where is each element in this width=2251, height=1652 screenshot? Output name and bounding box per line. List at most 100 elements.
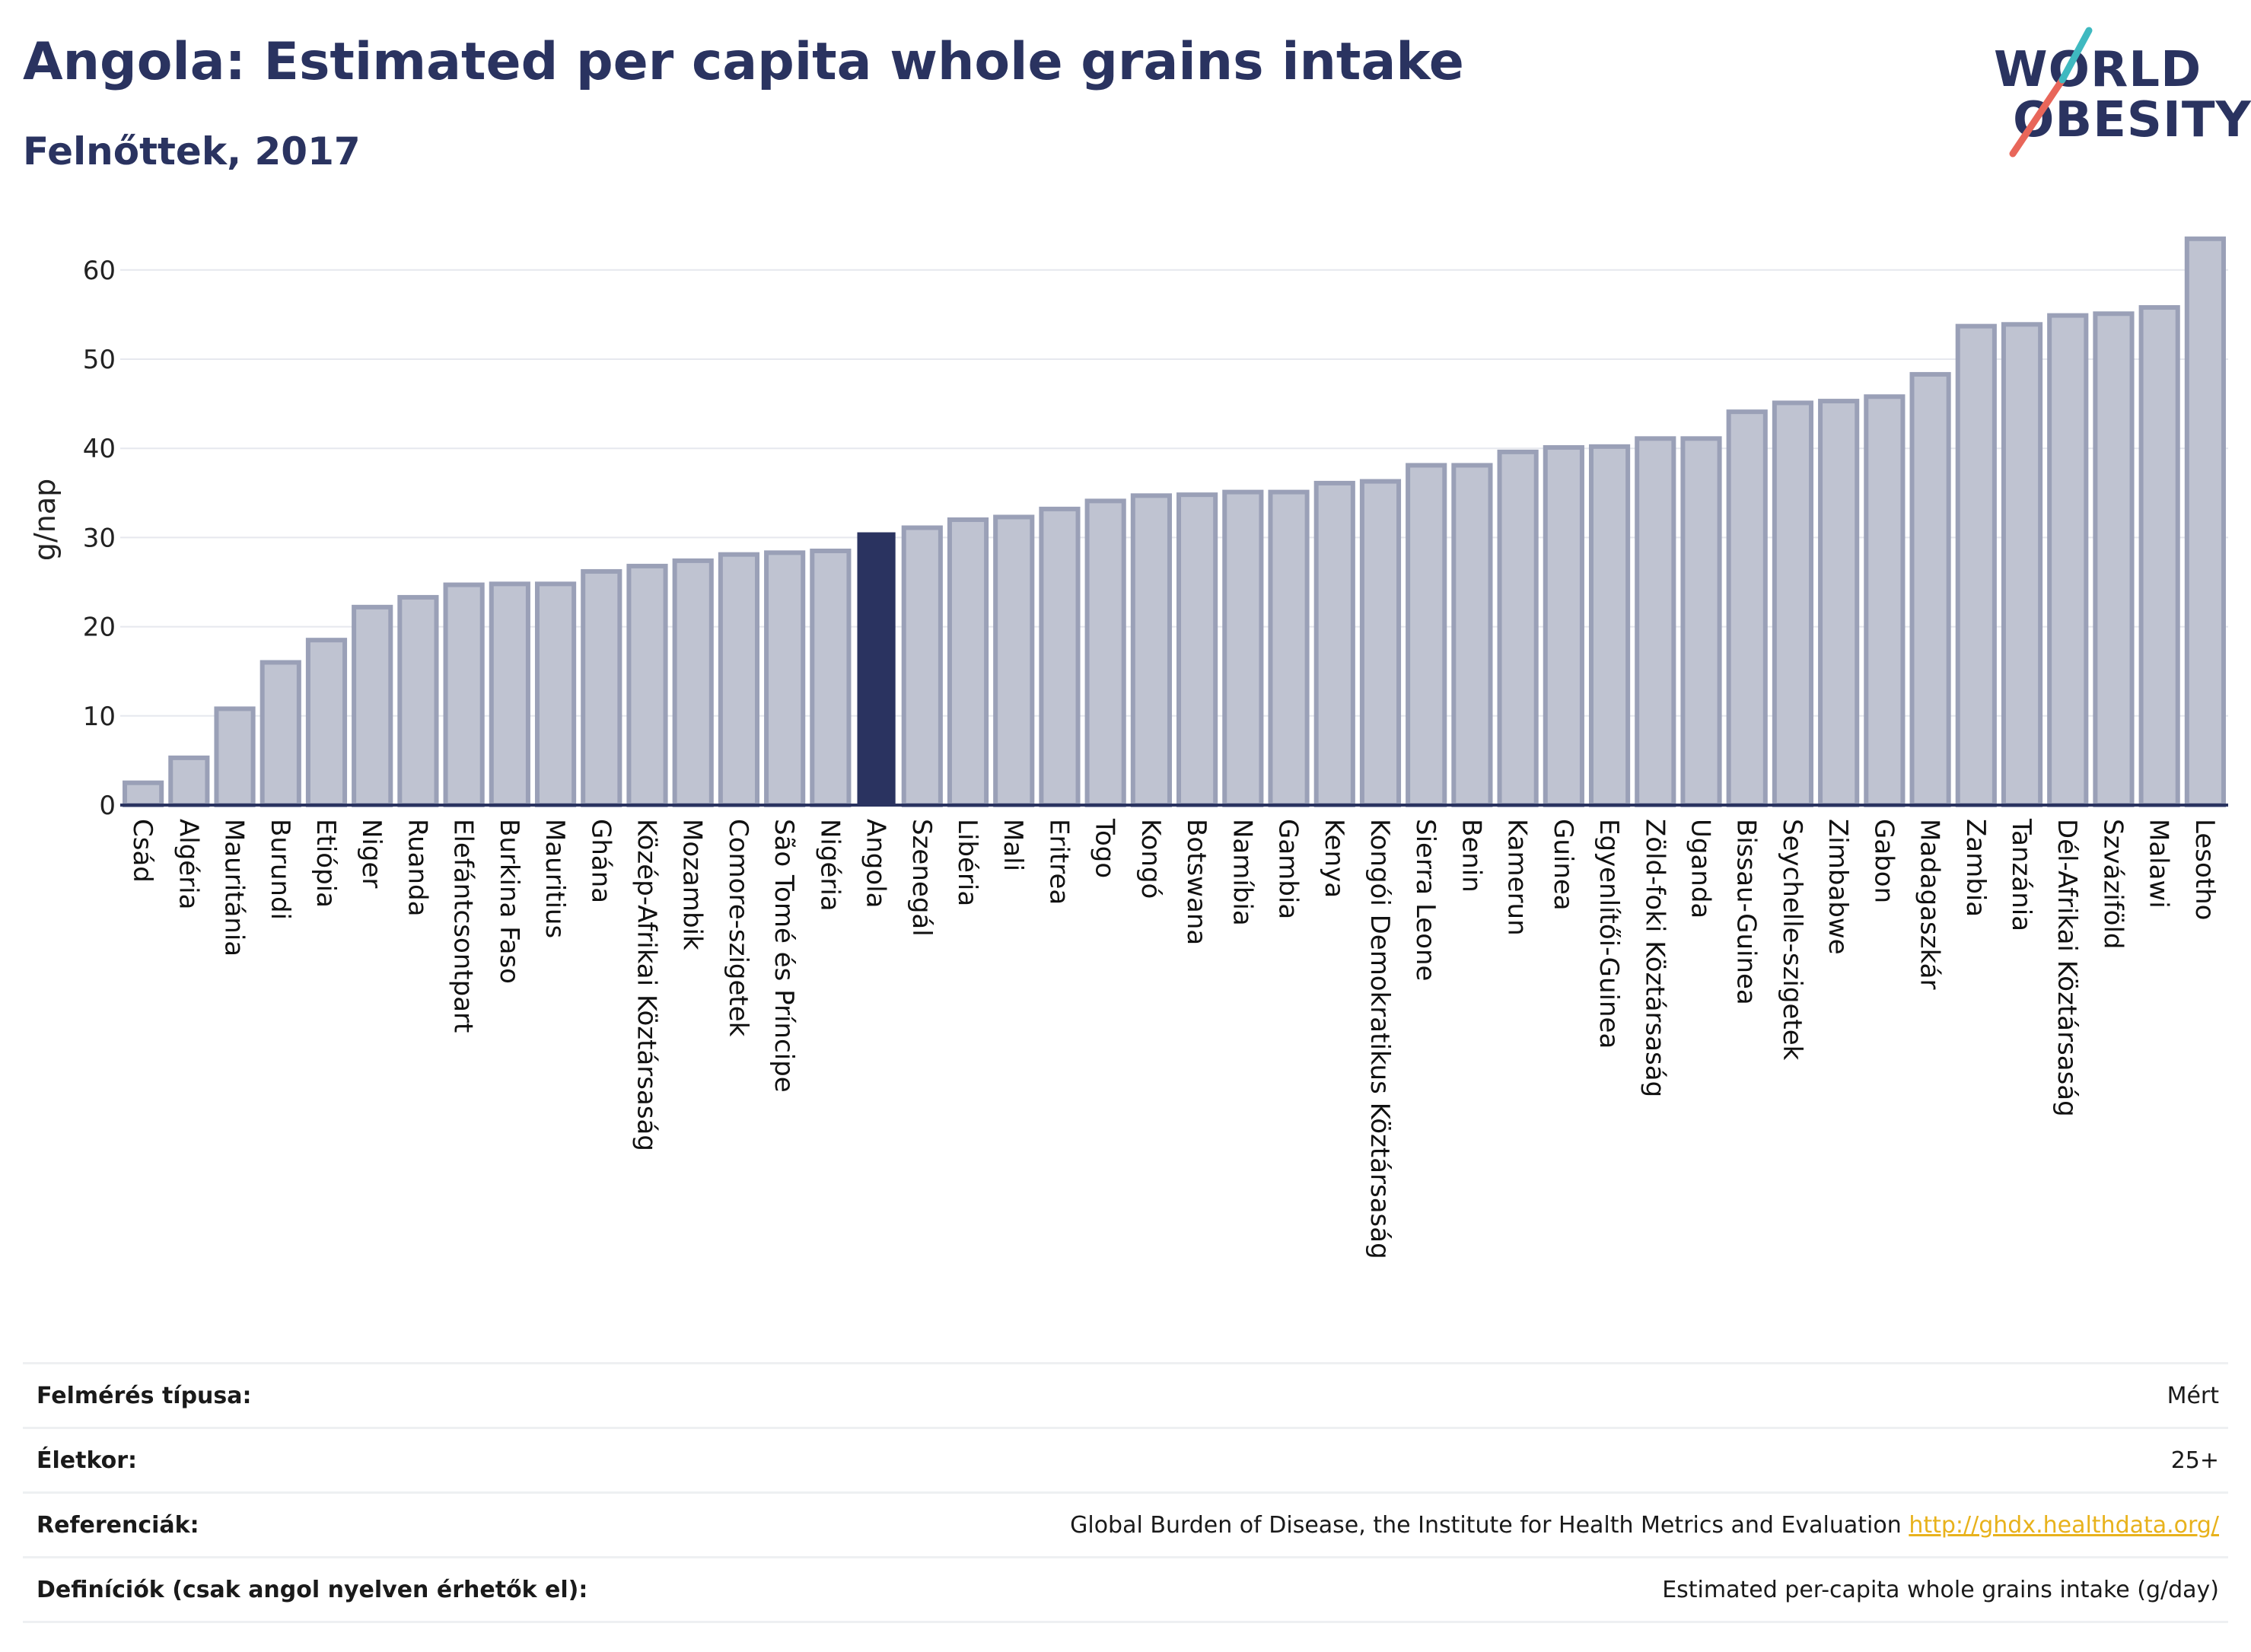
- bar-kong-[interactable]: [1130, 493, 1172, 807]
- x-tick-label: Mali: [998, 819, 1028, 871]
- logo-line2: OBESITY: [2013, 92, 2251, 148]
- bar-botswana[interactable]: [1176, 492, 1218, 807]
- bar-egyenl-t-i-guinea[interactable]: [1588, 444, 1631, 807]
- x-tick-label: Ruanda: [402, 819, 432, 916]
- bar-comore-szigetek[interactable]: [718, 552, 760, 807]
- y-tick-label: 40: [83, 434, 116, 464]
- bar-kamerun[interactable]: [1497, 449, 1539, 807]
- bar-gabon[interactable]: [1864, 394, 1906, 807]
- bar-szv-zif-ld[interactable]: [2093, 311, 2135, 807]
- x-tick-label: Burkina Faso: [494, 819, 524, 984]
- x-tick-label: Nigéria: [814, 819, 845, 912]
- logo-slash-icon: [2009, 27, 2093, 158]
- bar-maurit-nia[interactable]: [214, 706, 256, 808]
- x-tick-label: Angola: [861, 819, 891, 908]
- bar-zimbabwe[interactable]: [1818, 399, 1860, 808]
- category-labels: Csád Algéria Mauritánia Burundi Etiópia Niger…: [127, 818, 2220, 1259]
- info-value: Estimated per-capita whole grains intake…: [1662, 1577, 2219, 1603]
- bar-gambia[interactable]: [1268, 489, 1310, 807]
- info-table: Felmérés típusa: Mért Életkor: 25+ Refer…: [23, 1362, 2228, 1623]
- x-tick-label: Mauritius: [540, 819, 570, 938]
- x-tick-label: Zöld-foki Köztársaság: [1639, 819, 1670, 1097]
- info-label: Életkor:: [37, 1447, 138, 1474]
- x-tick-label: Gambia: [1273, 819, 1304, 919]
- x-tick-label: Kongói Demokratikus Köztársaság: [1364, 819, 1395, 1259]
- x-tick-label: Libéria: [952, 819, 982, 906]
- bar-guinea[interactable]: [1543, 445, 1584, 807]
- bar-nig-ria[interactable]: [810, 548, 852, 807]
- y-tick-label: 30: [83, 523, 116, 553]
- logo-line1: WORLD: [1994, 42, 2202, 98]
- x-tick-label: Uganda: [1686, 819, 1716, 918]
- bar-k-z-p-afrikai-k-zt-rsas-g[interactable]: [626, 563, 668, 807]
- bar-tanz-nia[interactable]: [2001, 322, 2043, 808]
- info-row-age: Életkor: 25+: [23, 1427, 2228, 1491]
- bar-niger[interactable]: [352, 604, 393, 807]
- x-tick-label: Zimbabwe: [1823, 819, 1853, 955]
- bar-mali[interactable]: [993, 514, 1035, 807]
- bar-zambia[interactable]: [1955, 323, 1997, 808]
- x-tick-label: Közép-Afrikai Köztársaság: [632, 819, 662, 1151]
- x-tick-label: Elefántcsontpart: [448, 819, 479, 1033]
- x-tick-label: Malawi: [2144, 819, 2174, 909]
- x-tick-label: Eritrea: [1043, 819, 1074, 905]
- bar-nam-bia[interactable]: [1222, 489, 1264, 807]
- world-obesity-logo: WORLD OBESITY: [1979, 23, 2251, 167]
- bar-lib-ria[interactable]: [947, 517, 989, 807]
- bar-kong-i-demokratikus-k-zt-rsas-g[interactable]: [1359, 479, 1402, 807]
- bar-lesotho[interactable]: [2184, 236, 2226, 807]
- x-tick-label: Niger: [356, 819, 387, 888]
- x-tick-label: Szenegál: [906, 819, 937, 937]
- x-tick-label: Dél-Afrikai Köztársaság: [2052, 819, 2082, 1117]
- bar-malawi[interactable]: [2138, 305, 2180, 808]
- bar-eritrea[interactable]: [1039, 506, 1081, 807]
- x-tick-label: Mauritánia: [219, 819, 250, 957]
- bar-seychelle-szigetek[interactable]: [1772, 400, 1814, 808]
- bar-madagaszk-r[interactable]: [1909, 371, 1951, 807]
- info-value: 25+: [2170, 1447, 2219, 1474]
- x-tick-label: Togo: [1090, 818, 1120, 878]
- bar-d-l-afrikai-k-zt-rsas-g[interactable]: [2047, 313, 2089, 807]
- bar-eti-pia[interactable]: [305, 638, 348, 807]
- x-tick-label: Csád: [127, 819, 158, 883]
- bars: [123, 236, 2226, 808]
- x-tick-label: Madagaszkár: [1915, 819, 1945, 989]
- bar-alg-ria[interactable]: [168, 755, 210, 807]
- bar-uganda[interactable]: [1680, 436, 1722, 807]
- bar-angola[interactable]: [857, 532, 896, 806]
- x-tick-label: Kongó: [1135, 819, 1166, 899]
- x-tick-label: Algéria: [173, 819, 203, 909]
- y-axis-label: g/nap: [28, 479, 62, 561]
- bar-ruanda[interactable]: [397, 594, 439, 807]
- bar-kenya[interactable]: [1313, 480, 1355, 807]
- y-tick-label: 20: [83, 613, 116, 643]
- bar-mauritius[interactable]: [534, 581, 577, 807]
- bar-cs-d[interactable]: [123, 780, 164, 808]
- bar-togo[interactable]: [1084, 498, 1126, 807]
- x-tick-label: Comore-szigetek: [723, 819, 753, 1037]
- reference-text: Global Burden of Disease, the Institute …: [1070, 1512, 1902, 1539]
- x-tick-label: Guinea: [1548, 819, 1578, 911]
- bar-burkina-faso[interactable]: [489, 581, 530, 807]
- y-tick-label: 10: [83, 702, 116, 732]
- bar-z-ld-foki-k-zt-rsas-g[interactable]: [1635, 436, 1676, 807]
- y-tick-label: 60: [83, 256, 116, 286]
- bar-benin[interactable]: [1451, 463, 1493, 807]
- axes: 0 10 20 30 40 50 60 g/nap: [28, 256, 2228, 821]
- x-tick-label: Bissau-Guinea: [1731, 819, 1762, 1005]
- y-tick-label: 50: [83, 345, 116, 375]
- reference-link[interactable]: http://ghdx.healthdata.org/: [1909, 1512, 2219, 1539]
- bar-bissau-guinea[interactable]: [1726, 409, 1768, 807]
- bar-szeneg-l[interactable]: [901, 525, 943, 807]
- info-label: Referenciák:: [37, 1512, 199, 1539]
- bar-gh-na[interactable]: [581, 568, 622, 807]
- chart-title: Angola: Estimated per capita whole grain…: [23, 32, 1464, 92]
- bar-sierra-leone[interactable]: [1406, 463, 1447, 807]
- x-tick-label: Lesotho: [2189, 819, 2220, 920]
- bar-burundi[interactable]: [259, 660, 301, 807]
- x-tick-label: Sierra Leone: [1410, 819, 1441, 981]
- bar-s-o-tom-s-pr-ncipe[interactable]: [764, 550, 806, 807]
- x-tick-label: Etiópia: [310, 819, 341, 908]
- bar-elef-ntcsontpart[interactable]: [443, 582, 485, 807]
- bar-mozambik[interactable]: [672, 558, 714, 807]
